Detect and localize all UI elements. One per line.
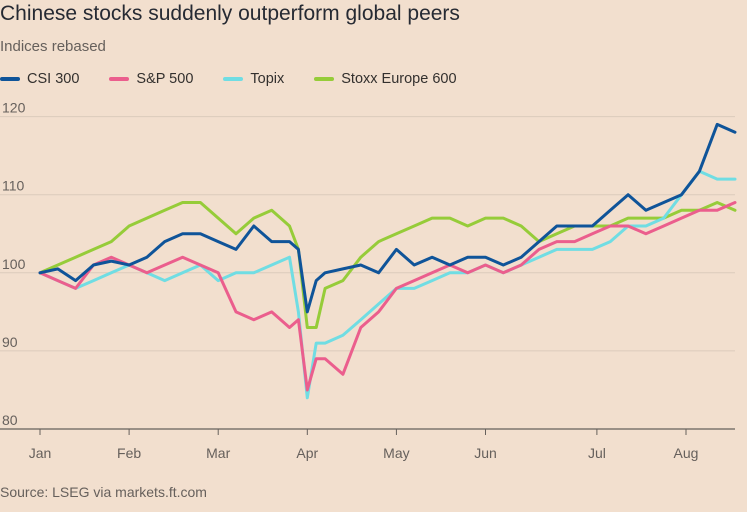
x-tick-label-jul: Jul (588, 445, 606, 461)
legend-item-stoxx600[interactable]: Stoxx Europe 600 (314, 71, 457, 87)
x-tick-label-aug: Aug (674, 445, 699, 461)
y-tick-label-100: 100 (2, 256, 26, 272)
legend-swatch-csi300 (0, 77, 20, 81)
x-tick-label-mar: Mar (206, 445, 230, 461)
legend: CSI 300 S&P 500 Topix Stoxx Europe 600 (0, 71, 487, 87)
chart-subtitle: Indices rebased (0, 38, 106, 55)
series-line-s-p-500 (38, 201, 737, 392)
y-tick-label-90: 90 (2, 334, 18, 350)
legend-item-topix[interactable]: Topix (223, 71, 284, 87)
legend-label-topix: Topix (250, 71, 285, 87)
legend-item-csi300[interactable]: CSI 300 (0, 71, 79, 87)
source-note: Source: LSEG via markets.ft.com (0, 484, 207, 500)
legend-label-sp500: S&P 500 (136, 71, 194, 87)
legend-swatch-sp500 (109, 77, 130, 81)
x-tick-label-may: May (383, 445, 409, 461)
legend-swatch-stoxx600 (314, 77, 335, 81)
series-line-csi-300 (38, 122, 737, 314)
legend-swatch-topix (223, 77, 244, 81)
y-tick-label-80: 80 (2, 412, 18, 428)
y-tick-label-120: 120 (2, 100, 26, 116)
legend-label-csi300: CSI 300 (27, 71, 80, 87)
legend-item-sp500[interactable]: S&P 500 (109, 71, 193, 87)
legend-label-stoxx600: Stoxx Europe 600 (341, 71, 457, 87)
chart-title: Chinese stocks suddenly outperform globa… (0, 2, 460, 25)
series-line-topix (38, 169, 737, 400)
series-line-stoxx-europe-600 (38, 201, 737, 329)
x-tick-label-apr: Apr (296, 445, 318, 461)
y-tick-label-110: 110 (2, 178, 25, 194)
x-tick-label-feb: Feb (117, 445, 141, 461)
x-tick-label-jun: Jun (474, 445, 497, 461)
x-tick-label-jan: Jan (29, 445, 52, 461)
